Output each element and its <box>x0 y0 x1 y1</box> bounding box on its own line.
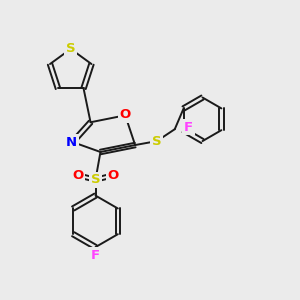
Text: N: N <box>66 136 77 148</box>
Text: O: O <box>72 169 83 182</box>
Text: S: S <box>152 135 162 148</box>
Text: O: O <box>108 169 119 182</box>
Text: S: S <box>66 42 76 56</box>
Text: F: F <box>184 121 193 134</box>
Text: F: F <box>91 248 100 262</box>
Text: O: O <box>120 108 131 121</box>
Text: S: S <box>91 173 100 186</box>
